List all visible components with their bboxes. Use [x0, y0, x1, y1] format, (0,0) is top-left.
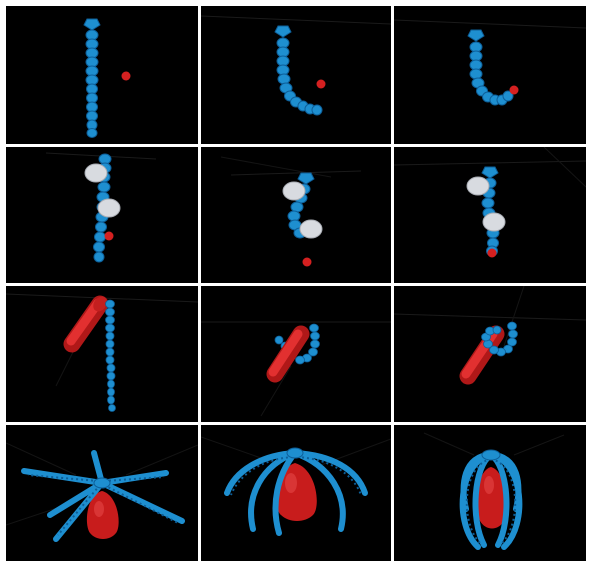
- gripper-hub: [93, 477, 111, 489]
- gripper-hub: [286, 447, 304, 459]
- cylinder-scene-final: [394, 286, 586, 385]
- panel-r1c1: [6, 6, 198, 144]
- obstacle-scene-mid: [220, 156, 362, 267]
- robot-chain: [467, 29, 514, 106]
- robot-chain: [274, 25, 323, 116]
- panel-r2c2: [201, 147, 391, 283]
- robot-chain: [481, 321, 518, 357]
- cylinder-scene-initial: [6, 293, 198, 412]
- robot-chain: [105, 299, 116, 412]
- panel-r3c2: [201, 286, 391, 422]
- panel-r3c1: [6, 286, 198, 422]
- target-ball: [316, 79, 326, 89]
- red-cylinder: [266, 325, 310, 383]
- robot-chain: [295, 323, 320, 365]
- gripper-hub: [481, 449, 501, 461]
- target-ball: [302, 257, 312, 267]
- panel-r2c3: [394, 147, 586, 283]
- panel-r3c3: [394, 286, 586, 422]
- gripper-scene-initial: [6, 442, 198, 542]
- gripper-arms: [224, 450, 368, 536]
- white-obstacles: [282, 181, 323, 239]
- red-egg: [476, 467, 507, 529]
- cylinder-scene-mid: [201, 321, 391, 417]
- white-obstacles: [84, 163, 121, 218]
- panel-r1c3: [394, 6, 586, 144]
- obstacle-scene-initial: [45, 152, 157, 263]
- panel-r4c2: [201, 425, 391, 561]
- panel-r1c2: [201, 6, 391, 144]
- gripper-teeth: [230, 456, 362, 496]
- chain-curling-scene: [201, 15, 391, 116]
- white-obstacles: [466, 176, 506, 232]
- robot-chain: [83, 18, 101, 138]
- panel-r4c1: [6, 425, 198, 561]
- red-egg: [276, 463, 317, 521]
- target-ball: [487, 248, 497, 258]
- red-egg: [86, 491, 119, 539]
- red-cylinder: [459, 325, 505, 385]
- chain-straight-scene: [83, 18, 131, 138]
- obstacle-scene-final: [394, 147, 586, 258]
- target-ball: [509, 85, 519, 95]
- gripper-teeth: [465, 458, 517, 544]
- target-ball: [121, 71, 131, 81]
- chain-reaching-scene: [394, 19, 586, 106]
- gripper-teeth: [27, 474, 179, 536]
- panel-r4c3: [394, 425, 586, 561]
- gripper-scene-final: [423, 432, 565, 550]
- panel-r2c1: [6, 147, 198, 283]
- red-cylinder: [63, 295, 109, 353]
- target-ball: [104, 231, 114, 241]
- gripper-scene-mid: [201, 436, 391, 536]
